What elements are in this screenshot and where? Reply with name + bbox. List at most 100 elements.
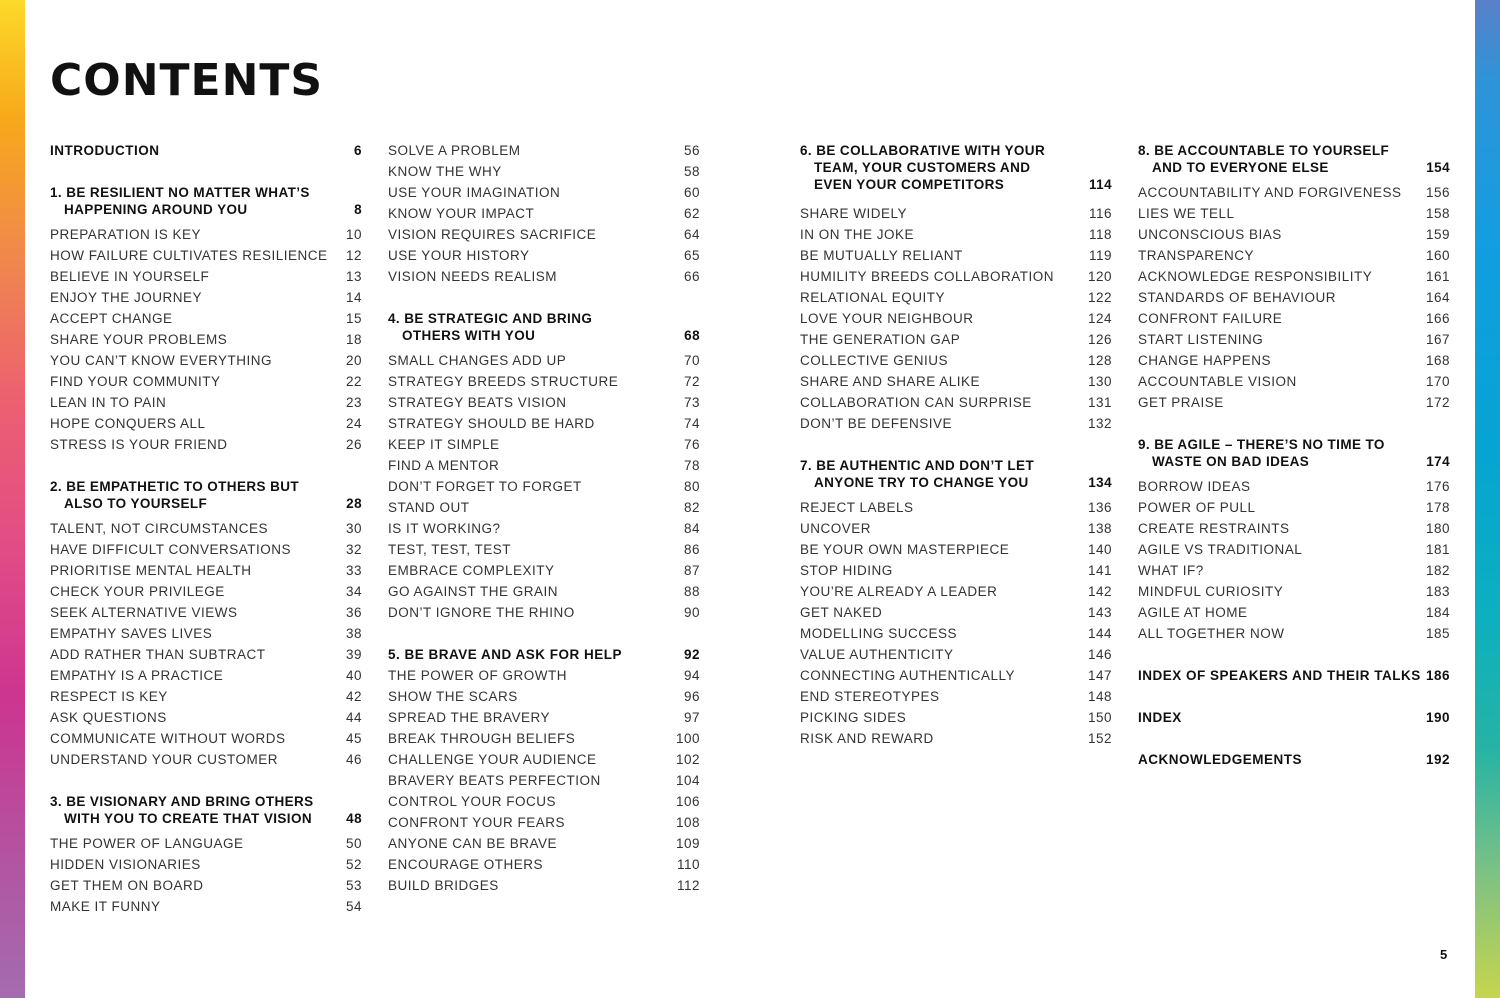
- entry-title: 5. BE BRAVE AND ASK FOR HELP: [388, 647, 623, 662]
- entry-title: TRANSPARENCY: [1138, 248, 1255, 263]
- entry-title: SEEK ALTERNATIVE VIEWS: [50, 605, 238, 620]
- entry-title: COMMUNICATE WITHOUT WORDS: [50, 731, 286, 746]
- toc-entry: BRAVERY BEATS PERFECTION 104: [388, 770, 700, 791]
- page-ref: 58: [683, 164, 700, 179]
- page-ref: 45: [345, 731, 362, 746]
- entry-title: RISK AND REWARD: [800, 731, 934, 746]
- entry-title: COLLABORATION CAN SURPRISE: [800, 395, 1032, 410]
- page-ref: 100: [675, 731, 700, 746]
- entry-title: UNDERSTAND YOUR CUSTOMER: [50, 752, 279, 767]
- page-ref: 172: [1425, 395, 1450, 410]
- page-ref: 40: [345, 668, 362, 683]
- entry-title: STRESS IS YOUR FRIEND: [50, 437, 228, 452]
- page-ref: 112: [676, 878, 700, 893]
- toc-entry: THE POWER OF LANGUAGE 50: [50, 833, 362, 854]
- page-ref: 156: [1425, 185, 1450, 200]
- entry-title: ASK QUESTIONS: [50, 710, 167, 725]
- toc-entry: BUILD BRIDGES 112: [388, 875, 700, 896]
- page-ref: 150: [1087, 710, 1112, 725]
- page-ref: 13: [345, 269, 362, 284]
- page-ref: 118: [1088, 227, 1112, 242]
- page-ref: 73: [683, 395, 700, 410]
- page-ref: 167: [1425, 332, 1450, 347]
- page-ref: 154: [1426, 160, 1450, 175]
- toc-entry: LOVE YOUR NEIGHBOUR 124: [800, 308, 1112, 329]
- page-ref: 82: [683, 500, 700, 515]
- toc-entry: DON’T FORGET TO FORGET 80: [388, 476, 700, 497]
- chapter-title-line: 4. BE STRATEGIC AND BRING: [388, 311, 593, 326]
- page-ref: 66: [683, 269, 700, 284]
- entry-title: SPREAD THE BRAVERY: [388, 710, 551, 725]
- toc-entry: ADD RATHER THAN SUBTRACT 39: [50, 644, 362, 665]
- entry-title: SHARE YOUR PROBLEMS: [50, 332, 228, 347]
- toc-entry: STRATEGY SHOULD BE HARD 74: [388, 413, 700, 434]
- entry-title: YOU’RE ALREADY A LEADER: [800, 584, 998, 599]
- entry-title: KNOW YOUR IMPACT: [388, 206, 535, 221]
- toc-entry: ACCOUNTABILITY AND FORGIVENESS 156: [1138, 182, 1450, 203]
- toc-entry: BORROW IDEAS 176: [1138, 476, 1450, 497]
- toc-entry: KEEP IT SIMPLE 76: [388, 434, 700, 455]
- entry-title: GET THEM ON BOARD: [50, 878, 204, 893]
- toc-column-4: 8. BE ACCOUNTABLE TO YOURSELF AND TO EVER…: [1138, 140, 1450, 770]
- page-ref: 42: [345, 689, 362, 704]
- chapter-title-line: 8. BE ACCOUNTABLE TO YOURSELF: [1138, 143, 1390, 158]
- entry-title: UNCOVER: [800, 521, 872, 536]
- page-ref: 88: [683, 584, 700, 599]
- page-ref: 181: [1425, 542, 1450, 557]
- page-ref: 124: [1087, 311, 1112, 326]
- entry-title: VALUE AUTHENTICITY: [800, 647, 954, 662]
- entry-title: REJECT LABELS: [800, 500, 914, 515]
- entry-title: CONNECTING AUTHENTICALLY: [800, 668, 1016, 683]
- page-ref: 166: [1425, 311, 1450, 326]
- entry-title: ACCEPT CHANGE: [50, 311, 173, 326]
- entry-title: ALL TOGETHER NOW: [1138, 626, 1285, 641]
- entry-title: USE YOUR HISTORY: [388, 248, 530, 263]
- entry-title: BRAVERY BEATS PERFECTION: [388, 773, 601, 788]
- entry-title: SOLVE A PROBLEM: [388, 143, 521, 158]
- toc-entry: DON’T BE DEFENSIVE 132: [800, 413, 1112, 434]
- toc-entry: ENCOURAGE OTHERS 110: [388, 854, 700, 875]
- toc-entry: FIND A MENTOR 78: [388, 455, 700, 476]
- page-ref: 178: [1425, 500, 1450, 515]
- toc-entry: COLLECTIVE GENIUS 128: [800, 350, 1112, 371]
- chapter-title-line: TEAM, YOUR CUSTOMERS AND: [814, 160, 1031, 175]
- toc-entry: RELATIONAL EQUITY 122: [800, 287, 1112, 308]
- toc-entry: STOP HIDING 141: [800, 560, 1112, 581]
- toc-chapter-heading: 2. BE EMPATHETIC TO OTHERS BUT ALSO TO YO…: [50, 478, 362, 518]
- entry-title: ACKNOWLEDGE RESPONSIBILITY: [1138, 269, 1373, 284]
- page-ref: 34: [345, 584, 362, 599]
- toc-entry: LEAN IN TO PAIN 23: [50, 392, 362, 413]
- page-ref: 174: [1426, 454, 1450, 469]
- toc-entry: CONTROL YOUR FOCUS 106: [388, 791, 700, 812]
- toc-entry: SHOW THE SCARS 96: [388, 686, 700, 707]
- entry-title: END STEREOTYPES: [800, 689, 940, 704]
- page-ref: 52: [345, 857, 362, 872]
- page-ref: 109: [675, 836, 700, 851]
- page-ref: 30: [345, 521, 362, 536]
- page-ref: 90: [683, 605, 700, 620]
- page-ref: 180: [1425, 521, 1450, 536]
- page-ref: 65: [683, 248, 700, 263]
- toc-entry: HOW FAILURE CULTIVATES RESILIENCE 12: [50, 245, 362, 266]
- page-ref: 134: [1088, 475, 1112, 490]
- toc-entry: USE YOUR HISTORY 65: [388, 245, 700, 266]
- page-ref: 78: [683, 458, 700, 473]
- entry-title: FIND YOUR COMMUNITY: [50, 374, 221, 389]
- page-ref: 76: [683, 437, 700, 452]
- toc-entry: MINDFUL CURIOSITY 183: [1138, 581, 1450, 602]
- entry-title: STANDARDS OF BEHAVIOUR: [1138, 290, 1337, 305]
- entry-title: CREATE RESTRAINTS: [1138, 521, 1290, 536]
- chapter-title-line: ANYONE TRY TO CHANGE YOU: [814, 475, 1029, 490]
- page-ref: 144: [1087, 626, 1112, 641]
- page-ref: 119: [1088, 248, 1112, 263]
- page-ref: 62: [683, 206, 700, 221]
- entry-title: AGILE VS TRADITIONAL: [1138, 542, 1303, 557]
- entry-title: AGILE AT HOME: [1138, 605, 1248, 620]
- toc-section-entry: INTRODUCTION 6: [50, 140, 362, 161]
- chapter-title-line: HAPPENING AROUND YOU: [64, 202, 248, 217]
- toc-chapter-heading: 8. BE ACCOUNTABLE TO YOURSELF AND TO EVER…: [1138, 142, 1450, 182]
- chapter-title-line: WASTE ON BAD IDEAS: [1152, 454, 1310, 469]
- entry-title: CHECK YOUR PRIVILEGE: [50, 584, 225, 599]
- entry-title: ACKNOWLEDGEMENTS: [1138, 752, 1302, 767]
- entry-title: GET PRAISE: [1138, 395, 1224, 410]
